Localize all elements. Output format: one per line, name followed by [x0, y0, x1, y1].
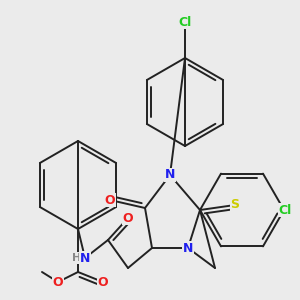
- Text: Cl: Cl: [178, 16, 192, 28]
- Text: Cl: Cl: [278, 203, 292, 217]
- Text: O: O: [123, 212, 133, 224]
- Text: H: H: [72, 253, 82, 263]
- Text: N: N: [165, 169, 175, 182]
- Text: N: N: [183, 242, 193, 254]
- Text: S: S: [230, 199, 239, 212]
- Text: O: O: [98, 275, 108, 289]
- Text: N: N: [80, 251, 90, 265]
- Text: O: O: [53, 275, 63, 289]
- Text: O: O: [105, 194, 115, 206]
